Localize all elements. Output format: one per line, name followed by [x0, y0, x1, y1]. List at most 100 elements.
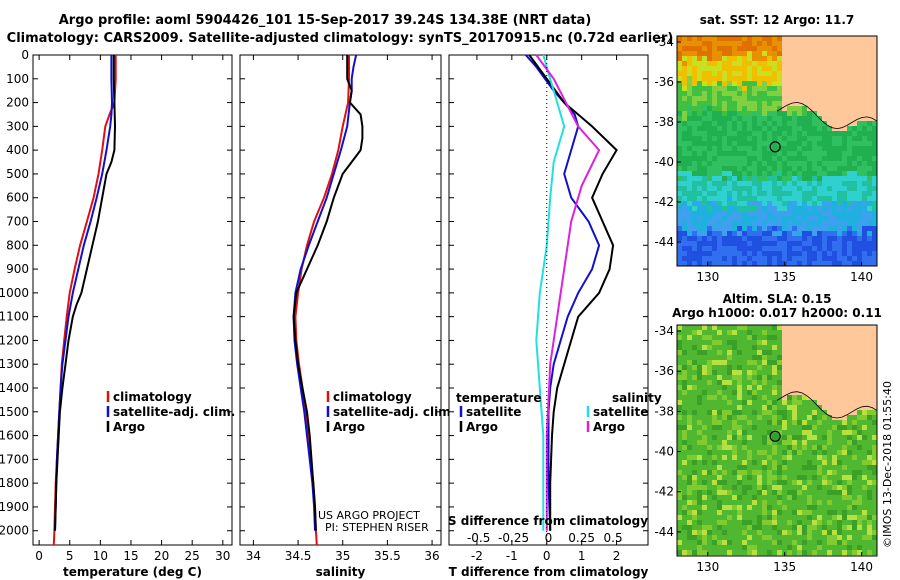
map-cell: [677, 41, 683, 47]
map-cell: [762, 221, 768, 227]
map-cell: [857, 485, 863, 491]
map-cell: [692, 131, 698, 137]
map-cell: [732, 405, 738, 411]
map-cell: [677, 111, 683, 117]
map-cell: [692, 470, 698, 476]
map-cell: [717, 141, 723, 147]
map-cell: [802, 490, 808, 496]
map-cell: [827, 360, 833, 366]
map-cell: [857, 91, 863, 97]
map-cell: [787, 176, 793, 182]
map-cell: [832, 151, 838, 157]
map-cell: [722, 425, 728, 431]
map-cell: [737, 56, 743, 62]
map-cell: [872, 365, 878, 371]
map-cell: [842, 256, 848, 262]
map-cell: [802, 196, 808, 202]
map-cell: [802, 201, 808, 207]
map-cell: [767, 196, 773, 202]
map-cell: [697, 156, 703, 162]
map-cell: [742, 330, 748, 336]
map-cell: [847, 540, 853, 546]
map-cell: [697, 246, 703, 252]
map-cell: [732, 116, 738, 122]
map-cell: [692, 61, 698, 67]
map-cell: [747, 51, 753, 57]
map-cell: [722, 36, 728, 42]
map-cell: [742, 535, 748, 541]
map-cell: [707, 191, 713, 197]
map-cell: [727, 121, 733, 127]
y-tick-label: 300: [6, 119, 29, 133]
map-cell: [837, 101, 843, 107]
map-cell: [847, 525, 853, 531]
map-cell: [827, 116, 833, 122]
map-cell: [817, 101, 823, 107]
map-cell: [807, 246, 813, 252]
map-cell: [857, 81, 863, 87]
map-cell: [827, 256, 833, 262]
map-cell: [752, 485, 758, 491]
map-cell: [797, 510, 803, 516]
map-cell: [852, 515, 858, 521]
map-cell: [687, 325, 693, 331]
map-cell: [692, 36, 698, 42]
map-cell: [832, 380, 838, 386]
map-cell: [702, 101, 708, 107]
map-cell: [747, 355, 753, 361]
map-cell: [767, 156, 773, 162]
map-cell: [687, 470, 693, 476]
map-cell: [727, 420, 733, 426]
map-cell: [777, 525, 783, 531]
map-cell: [787, 405, 793, 411]
map-cell: [872, 370, 878, 376]
map-cell: [717, 146, 723, 152]
map-cell: [797, 330, 803, 336]
map-cell: [862, 191, 868, 197]
map-cell: [827, 166, 833, 172]
map-cell: [812, 186, 818, 192]
map-cell: [832, 425, 838, 431]
map-cell: [852, 350, 858, 356]
y-tick-label: 1400: [0, 381, 29, 395]
map-cell: [707, 465, 713, 471]
map-cell: [727, 350, 733, 356]
map-y-tick-label: -42: [654, 195, 674, 209]
map-cell: [857, 430, 863, 436]
map-cell: [762, 335, 768, 341]
map-cell: [807, 131, 813, 137]
map-cell: [742, 156, 748, 162]
map-cell: [787, 156, 793, 162]
map-cell: [752, 370, 758, 376]
map-cell: [707, 470, 713, 476]
y-tick-label: 400: [6, 143, 29, 157]
map-cell: [842, 161, 848, 167]
map-cell: [757, 505, 763, 511]
map-cell: [802, 405, 808, 411]
map-cell: [802, 515, 808, 521]
map-cell: [837, 106, 843, 112]
s-tick-label: -0.25: [498, 531, 529, 545]
map-cell: [687, 191, 693, 197]
map-cell: [682, 166, 688, 172]
map-cell: [812, 550, 818, 556]
map-cell: [757, 221, 763, 227]
map-cell: [682, 390, 688, 396]
map-cell: [802, 495, 808, 501]
map-cell: [837, 400, 843, 406]
map-y-tick-label: -34: [654, 35, 674, 49]
map-cell: [802, 475, 808, 481]
map-cell: [797, 350, 803, 356]
y-tick-label: 600: [6, 191, 29, 205]
map-cell: [702, 236, 708, 242]
map-cell: [837, 126, 843, 132]
map-cell: [812, 256, 818, 262]
map-cell: [787, 186, 793, 192]
map-cell: [712, 181, 718, 187]
map-cell: [867, 365, 873, 371]
map-cell: [742, 345, 748, 351]
map-cell: [852, 151, 858, 157]
map-cell: [797, 101, 803, 107]
map-cell: [737, 176, 743, 182]
map-cell: [792, 350, 798, 356]
